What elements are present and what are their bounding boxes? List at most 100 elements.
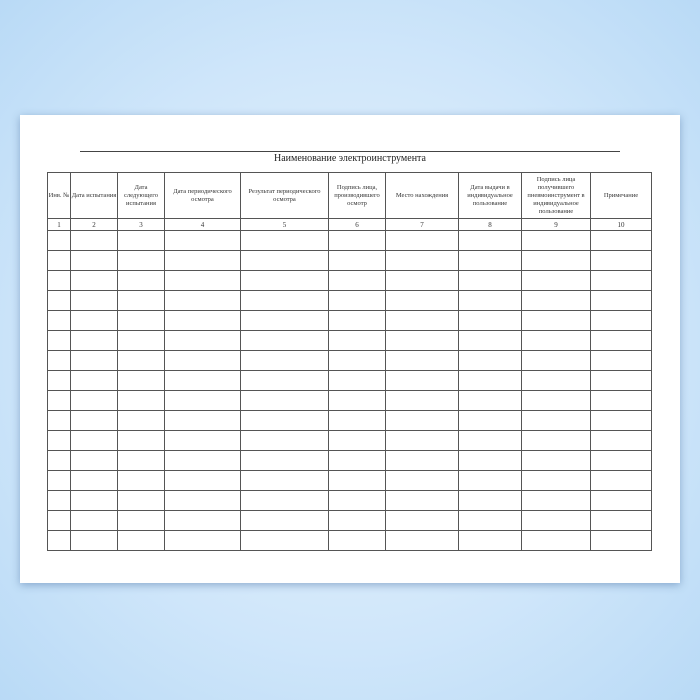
table-cell — [385, 310, 459, 331]
table-cell — [240, 470, 329, 491]
table-cell — [240, 310, 329, 331]
table-row — [47, 250, 652, 271]
table-cell — [164, 270, 241, 291]
table-cell — [458, 370, 522, 391]
table-cell — [328, 230, 386, 251]
table-cell — [590, 490, 652, 511]
table-cell — [328, 350, 386, 371]
table-cell — [590, 390, 652, 411]
table-cell — [70, 530, 118, 551]
table-cell — [521, 330, 591, 351]
table-cell — [240, 270, 329, 291]
column-number: 3 — [117, 218, 165, 231]
table-cell — [70, 310, 118, 331]
table-cell — [458, 390, 522, 411]
table-row — [47, 330, 652, 351]
table-cell — [521, 290, 591, 311]
table-cell — [385, 330, 459, 351]
table-cell — [521, 370, 591, 391]
table-cell — [164, 390, 241, 411]
table-cell — [117, 370, 165, 391]
table-cell — [240, 350, 329, 371]
table-cell — [521, 390, 591, 411]
table-cell — [47, 250, 71, 271]
table-cell — [328, 390, 386, 411]
table-cell — [385, 490, 459, 511]
table-cell — [458, 450, 522, 471]
table-cell — [117, 510, 165, 531]
table-cell — [328, 270, 386, 291]
table-cell — [164, 510, 241, 531]
table-cell — [328, 310, 386, 331]
table-cell — [240, 230, 329, 251]
table-cell — [240, 290, 329, 311]
table-cell — [47, 470, 71, 491]
table-cell — [47, 430, 71, 451]
table-cell — [70, 330, 118, 351]
table-cell — [521, 230, 591, 251]
table-cell — [117, 230, 165, 251]
table-cell — [70, 430, 118, 451]
table-row — [47, 430, 652, 451]
table-cell — [458, 250, 522, 271]
table-cell — [328, 510, 386, 531]
column-header: Подпись лица получившего пневмоинструмен… — [521, 172, 591, 219]
table-cell — [164, 310, 241, 331]
table-cell — [590, 290, 652, 311]
table-row — [47, 290, 652, 311]
document-title: Наименование электроинструмента — [274, 153, 426, 164]
table-cell — [521, 450, 591, 471]
table-cell — [458, 530, 522, 551]
table-cell — [328, 290, 386, 311]
column-header: Дата испытания — [70, 172, 118, 219]
table-cell — [117, 530, 165, 551]
table-cell — [164, 530, 241, 551]
table-cell — [328, 250, 386, 271]
table-cell — [164, 410, 241, 431]
table-cell — [385, 350, 459, 371]
column-header: Дата периодического осмотра — [164, 172, 241, 219]
table-cell — [117, 330, 165, 351]
table-cell — [240, 410, 329, 431]
table-cell — [240, 330, 329, 351]
table-row — [47, 470, 652, 491]
table-cell — [70, 350, 118, 371]
table-cell — [521, 470, 591, 491]
table-row — [47, 350, 652, 371]
table-cell — [47, 410, 71, 431]
table-cell — [117, 350, 165, 371]
table-cell — [521, 510, 591, 531]
table-cell — [590, 370, 652, 391]
table-cell — [521, 310, 591, 331]
column-number: 8 — [458, 218, 522, 231]
table-cell — [117, 410, 165, 431]
table-cell — [590, 270, 652, 291]
table-cell — [117, 250, 165, 271]
table-row — [47, 310, 652, 331]
column-header: Результат периодического осмотра — [240, 172, 329, 219]
document-page: Наименование электроинструмента Инв. № Да… — [20, 115, 680, 583]
table-cell — [70, 250, 118, 271]
table-row — [47, 530, 652, 551]
table-cell — [590, 430, 652, 451]
table-cell — [47, 330, 71, 351]
table-row — [47, 510, 652, 531]
table-cell — [458, 350, 522, 371]
table-cell — [521, 350, 591, 371]
table-cell — [47, 270, 71, 291]
column-header: Подпись лица, производившего осмотр — [328, 172, 386, 219]
table-cell — [117, 390, 165, 411]
table-cell — [458, 330, 522, 351]
table-cell — [47, 350, 71, 371]
table-cell — [590, 330, 652, 351]
table-cell — [47, 490, 71, 511]
table-cell — [328, 490, 386, 511]
table-cell — [458, 470, 522, 491]
column-number-row: 1 2 3 4 5 6 7 8 9 10 — [47, 218, 652, 231]
title-rule — [80, 151, 620, 152]
table-cell — [385, 450, 459, 471]
table-cell — [164, 370, 241, 391]
table-cell — [590, 410, 652, 431]
column-number: 1 — [47, 218, 71, 231]
table-cell — [240, 430, 329, 451]
